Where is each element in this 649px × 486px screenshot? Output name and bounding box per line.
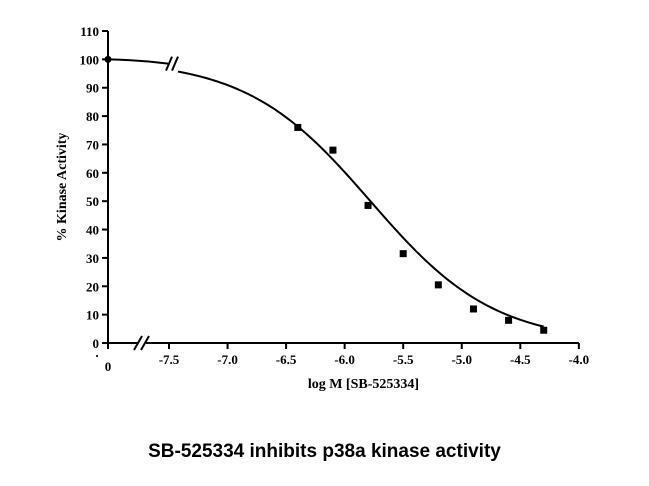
data-points-layer <box>104 55 548 334</box>
y-tick-label: 40 <box>86 223 99 238</box>
y-axis-ticks: 0 10 20 30 40 50 60 70 80 90 100 110 <box>80 24 108 351</box>
y-axis-title: % Kinase Activity <box>55 133 70 242</box>
y-tick-label: 0 <box>93 336 100 351</box>
fit-curve <box>177 70 544 328</box>
x-tick-label: -6.5 <box>276 352 297 367</box>
fit-curve-layer <box>107 56 544 328</box>
fit-curve-stub <box>107 58 169 65</box>
x-tick-label: -7.0 <box>217 352 238 367</box>
data-point <box>329 146 337 154</box>
x-tick-label: -6.0 <box>334 352 355 367</box>
y-tick-label: 100 <box>80 52 100 67</box>
data-point <box>540 326 548 334</box>
data-point <box>294 123 302 131</box>
data-point <box>364 201 372 209</box>
data-point-control <box>104 55 112 63</box>
chart: 0 10 20 30 40 50 60 70 80 90 100 110 -7.5 -7.0 -6.5 -6… <box>55 24 589 392</box>
data-point <box>505 316 513 324</box>
y-tick-label: 70 <box>86 137 99 152</box>
x-tick-label: -5.5 <box>393 352 414 367</box>
y-tick-label: 60 <box>86 166 99 181</box>
x-axis-break-mark <box>140 335 150 351</box>
y-tick-label: 50 <box>86 194 99 209</box>
data-point <box>399 250 407 258</box>
figure-caption: SB-525334 inhibits p38a kinase activity <box>148 441 501 462</box>
x-axis-title: log M [SB-525334] <box>308 377 419 392</box>
x-tick-label-zero: 0 <box>105 359 112 374</box>
y-tick-label: 110 <box>80 24 99 39</box>
y-tick-label: 30 <box>86 251 99 266</box>
x-tick-label: -4.5 <box>510 352 531 367</box>
curve-break-mark <box>165 56 173 72</box>
y-tick-label: 10 <box>86 308 99 323</box>
axes <box>107 31 579 351</box>
x-axis-ticks: -7.5 -7.0 -6.5 -6.0 -5.5 -5.0 -4.5 -4.0 0 · <box>95 343 589 374</box>
y-tick-label: 90 <box>86 81 99 96</box>
x-tick-dot: · <box>95 348 99 363</box>
x-axis-break-mark <box>133 335 143 351</box>
data-point <box>469 305 477 313</box>
data-point <box>434 281 442 289</box>
x-tick-label: -4.0 <box>569 352 590 367</box>
y-tick-label: 80 <box>86 109 99 124</box>
y-tick-label: 20 <box>86 279 99 294</box>
curve-break-mark <box>171 56 179 72</box>
x-tick-label: -5.0 <box>451 352 472 367</box>
x-tick-label: -7.5 <box>159 352 180 367</box>
